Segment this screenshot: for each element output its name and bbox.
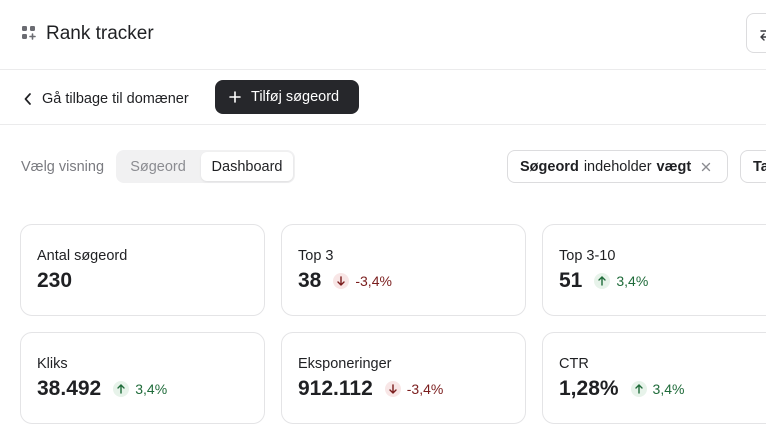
metric-label: CTR (559, 356, 589, 372)
metric-card-top3-10: Top 3-10 51 3,4% (542, 224, 766, 316)
metric-value: 1,28% (559, 377, 619, 400)
metric-card-impressions: Eksponeringer 912.112 -3,4% (281, 332, 526, 424)
trend-value: 3,4% (135, 381, 168, 397)
view-option-keywords[interactable]: Søgeord (130, 158, 186, 175)
arrow-down-icon (333, 273, 350, 289)
action-toolbar: Gå tilbage til domæner Tilføj søgeord (0, 70, 766, 125)
filter-field: Søgeord (520, 158, 579, 175)
arrow-up-icon (594, 273, 611, 289)
metric-value: 38 (298, 269, 322, 292)
trend-value: -3,4% (406, 381, 444, 397)
metric-value: 230 (37, 269, 73, 292)
trend-badge: 3,4% (630, 381, 685, 397)
view-selector-label: Vælg visning (21, 159, 105, 175)
metric-card-ctr: CTR 1,28% 3,4% (542, 332, 766, 424)
close-icon[interactable] (701, 162, 711, 172)
trend-value: 3,4% (616, 273, 649, 289)
metric-label: Top 3-10 (559, 248, 616, 264)
metric-card-keyword-count: Antal søgeord 230 (20, 224, 265, 316)
trend-value: 3,4% (652, 381, 685, 397)
arrow-up-icon (630, 381, 647, 397)
trend-badge: 3,4% (594, 273, 648, 289)
chevron-left-icon (24, 93, 31, 105)
metric-label: Kliks (37, 356, 68, 372)
keyword-filter-chip[interactable]: Søgeord indeholder vægt (507, 150, 728, 183)
trend-badge: -3,4% (384, 381, 444, 397)
trend-badge: -3,4% (333, 273, 392, 289)
page-title: Rank tracker (46, 23, 154, 44)
add-keyword-label: Tilføj søgeord (251, 89, 340, 105)
header-action-button[interactable] (746, 13, 766, 53)
arrow-up-icon (113, 381, 130, 397)
trend-value: -3,4% (355, 273, 392, 289)
metric-card-top3: Top 3 38 -3,4% (281, 224, 526, 316)
metric-label: Eksponeringer (298, 356, 392, 372)
view-option-dashboard[interactable]: Dashboard (201, 152, 293, 181)
metric-value: 38.492 (37, 377, 102, 400)
trend-badge: 3,4% (113, 381, 167, 397)
plus-icon (229, 91, 241, 103)
secondary-filter-chip[interactable]: Ta (740, 150, 766, 183)
back-link-label: Gå tilbage til domæner (42, 91, 189, 107)
grid-plus-icon (22, 26, 36, 40)
swap-icon (760, 30, 766, 41)
metric-value: 912.112 (298, 377, 373, 400)
metric-card-clicks: Kliks 38.492 3,4% (20, 332, 265, 424)
top-header: Rank tracker (0, 0, 766, 70)
metric-label: Antal søgeord (37, 248, 128, 264)
add-keyword-button[interactable]: Tilføj søgeord (215, 80, 359, 114)
back-to-domains-link[interactable]: Gå tilbage til domæner (24, 88, 189, 110)
arrow-down-icon (384, 381, 401, 397)
filter-operator: indeholder (583, 158, 652, 175)
metric-label: Top 3 (298, 248, 334, 264)
view-switch: Søgeord Dashboard (116, 150, 295, 183)
metric-value: 51 (559, 269, 583, 292)
filter-value: vægt (656, 158, 692, 175)
